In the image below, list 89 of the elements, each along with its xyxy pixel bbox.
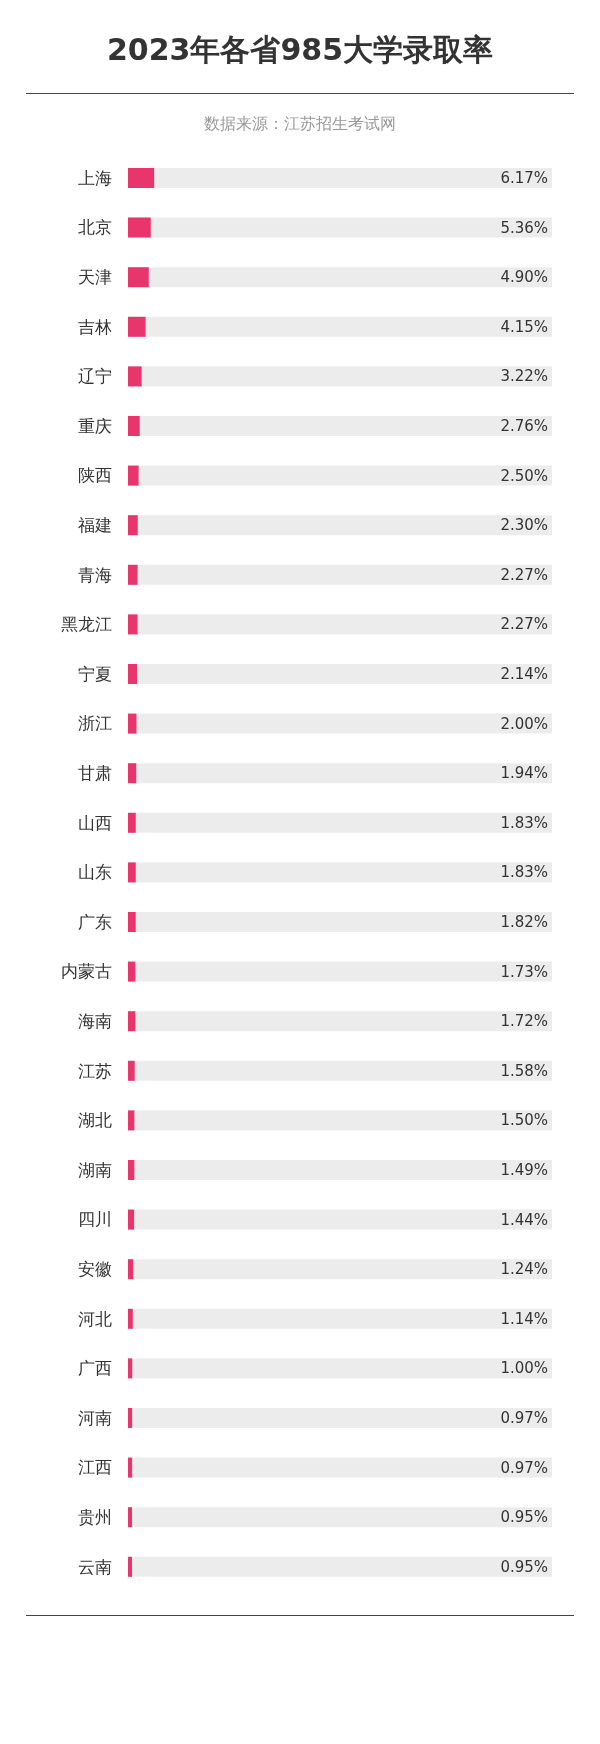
bar <box>128 217 151 238</box>
data-label: 1.24% <box>500 1260 548 1279</box>
bar <box>128 1259 134 1280</box>
y-tick-label: 青海 <box>78 564 112 585</box>
data-label: 1.83% <box>500 863 548 882</box>
bar <box>128 961 136 982</box>
data-label: 1.49% <box>500 1160 548 1179</box>
data-label: 1.73% <box>500 962 548 981</box>
data-label: 0.95% <box>500 1557 548 1576</box>
data-label: 5.36% <box>500 218 548 237</box>
y-tick-label: 陕西 <box>78 465 112 486</box>
bar <box>128 812 136 833</box>
y-tick-label: 山西 <box>78 812 112 833</box>
data-label: 1.72% <box>500 1012 548 1031</box>
data-label: 2.27% <box>500 565 548 584</box>
bar <box>128 763 137 784</box>
chart-title: 2023年各省985大学录取率 <box>105 31 495 69</box>
data-label: 1.44% <box>500 1210 548 1229</box>
bar <box>128 465 139 486</box>
y-tick-label: 江苏 <box>78 1060 112 1081</box>
bar <box>128 267 149 288</box>
data-label: 1.82% <box>500 912 548 931</box>
y-tick-label: 河南 <box>78 1407 112 1428</box>
bar <box>128 1110 135 1131</box>
bar <box>128 1011 136 1032</box>
bar <box>128 1507 133 1528</box>
y-tick-label: 黑龙江 <box>61 614 112 635</box>
y-tick-label: 甘肃 <box>78 763 112 784</box>
bar <box>128 564 138 585</box>
y-tick-label: 湖北 <box>78 1110 112 1131</box>
y-tick-label: 吉林 <box>78 316 112 337</box>
bar <box>128 168 155 188</box>
y-tick-label: 河北 <box>78 1308 112 1329</box>
y-tick-label: 福建 <box>78 515 112 536</box>
data-label: 0.97% <box>500 1458 548 1477</box>
data-label: 2.50% <box>500 466 548 485</box>
y-tick-label: 云南 <box>78 1556 112 1577</box>
bar <box>128 1159 135 1180</box>
bar <box>128 912 136 932</box>
data-label: 2.30% <box>500 516 548 535</box>
y-tick-label: 山东 <box>78 862 112 883</box>
bar <box>128 1457 133 1478</box>
y-tick-label: 湖南 <box>78 1159 112 1180</box>
y-tick-label: 天津 <box>78 267 112 288</box>
data-label: 1.50% <box>500 1111 548 1130</box>
y-tick-label: 辽宁 <box>78 366 112 387</box>
data-label: 0.97% <box>500 1408 548 1427</box>
y-tick-label: 广西 <box>78 1358 112 1379</box>
bar <box>128 1556 133 1577</box>
data-label: 2.76% <box>500 417 548 435</box>
bar <box>128 1358 133 1379</box>
data-label: 2.14% <box>500 665 548 683</box>
y-tick-label: 内蒙古 <box>61 961 112 982</box>
bar <box>128 1209 135 1230</box>
data-label: 1.00% <box>500 1359 548 1378</box>
y-tick-label: 海南 <box>78 1011 112 1032</box>
bar <box>128 664 138 684</box>
data-label: 2.00% <box>500 714 548 733</box>
bar <box>128 1308 133 1329</box>
y-tick-label: 贵州 <box>78 1507 112 1528</box>
data-label: 4.90% <box>500 268 548 287</box>
y-tick-label: 江西 <box>78 1457 112 1478</box>
data-label: 3.22% <box>500 367 548 386</box>
source-note: 数据来源：江苏招生考试网 <box>203 113 397 135</box>
bar <box>128 713 137 734</box>
y-tick-label: 上海 <box>78 167 112 188</box>
y-tick-label: 北京 <box>78 217 112 238</box>
data-label: 4.15% <box>500 317 548 336</box>
data-label: 1.94% <box>500 764 548 783</box>
bar <box>128 316 146 337</box>
data-label: 1.58% <box>500 1061 548 1080</box>
bar <box>128 366 142 387</box>
data-label: 1.14% <box>500 1309 548 1328</box>
y-tick-label: 四川 <box>78 1209 112 1230</box>
bar <box>128 515 138 536</box>
bar <box>128 614 138 635</box>
bar <box>128 862 136 883</box>
y-tick-label: 浙江 <box>78 713 112 734</box>
data-label: 0.95% <box>500 1508 548 1527</box>
bar <box>128 1060 135 1081</box>
data-label: 2.27% <box>500 615 548 634</box>
bar <box>128 1407 133 1428</box>
y-tick-label: 宁夏 <box>78 663 112 684</box>
y-tick-label: 重庆 <box>78 415 112 436</box>
data-label: 6.17% <box>500 169 548 187</box>
data-label: 1.83% <box>500 813 548 832</box>
bar <box>128 416 140 436</box>
y-tick-label: 安徽 <box>78 1259 112 1280</box>
y-tick-label: 广东 <box>78 911 112 932</box>
